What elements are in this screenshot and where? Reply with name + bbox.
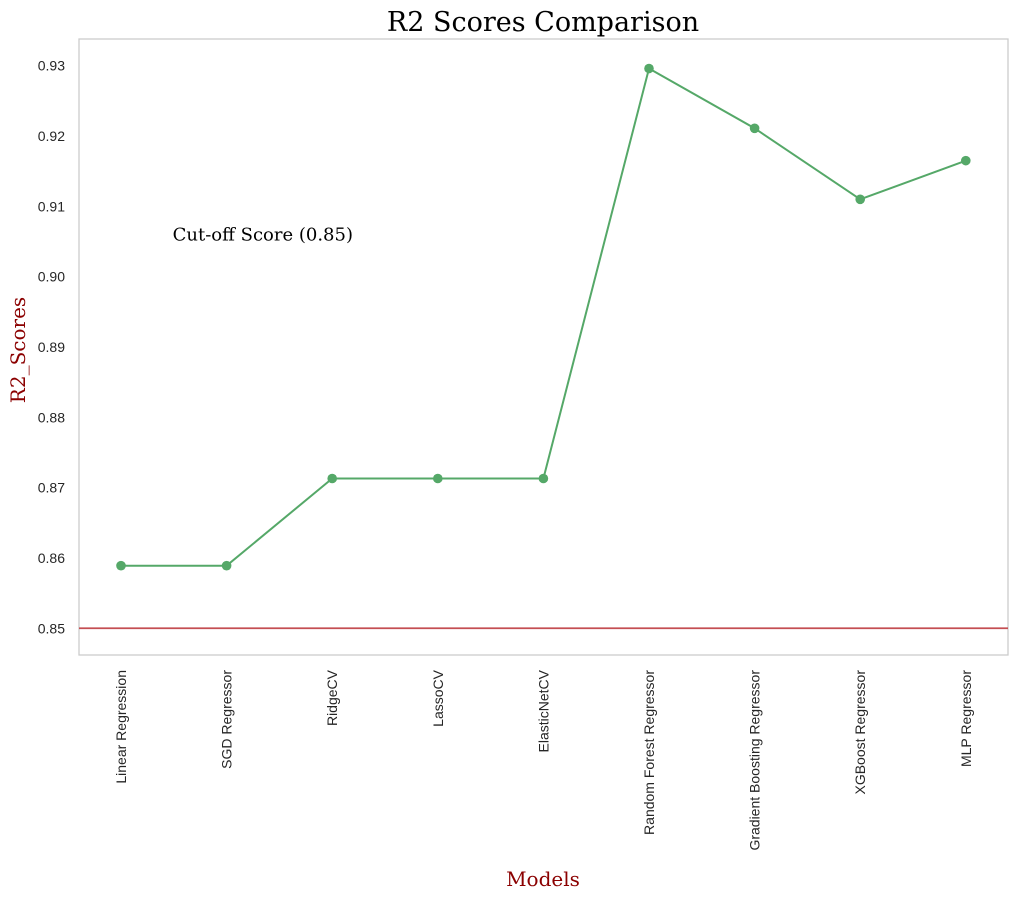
- y-tick-label: 0.87: [38, 480, 65, 496]
- data-point: [538, 473, 549, 484]
- data-point: [327, 473, 338, 484]
- y-tick-label: 0.93: [38, 58, 65, 74]
- x-tick-label: ElasticNetCV: [535, 669, 551, 752]
- y-tick-label: 0.88: [38, 409, 65, 425]
- x-tick-label: XGBoost Regressor: [852, 670, 868, 795]
- x-tick-label: Random Forest Regressor: [641, 670, 657, 835]
- y-tick-label: 0.90: [38, 269, 65, 285]
- x-tick-label: SGD Regressor: [219, 670, 235, 769]
- x-tick-label: Linear Regression: [113, 670, 129, 784]
- chart-title: R2 Scores Comparison: [387, 7, 699, 38]
- data-point: [433, 473, 443, 484]
- data-point: [855, 194, 865, 205]
- data-point: [644, 63, 654, 74]
- x-axis-label: Models: [506, 867, 580, 891]
- data-point: [116, 560, 126, 571]
- y-tick-label: 0.86: [38, 550, 65, 566]
- data-point: [221, 560, 232, 571]
- plot-area: 0.85 0.86 0.87 0.88 0.89 0.90 0.91 0.92 0.93 Line…: [38, 38, 1009, 851]
- x-tick-label: LassoCV: [430, 669, 446, 726]
- y-tick-label: 0.91: [38, 198, 65, 214]
- data-point: [961, 155, 971, 166]
- x-tick-label: MLP Regressor: [958, 670, 974, 767]
- x-tick-label: Gradient Boosting Regressor: [747, 670, 763, 851]
- plot-frame: [78, 38, 1009, 656]
- y-tick-label: 0.89: [38, 339, 65, 355]
- y-tick-label: 0.85: [38, 620, 65, 636]
- cutoff-annotation: Cut-off Score (0.85): [173, 224, 353, 245]
- y-axis-label: R2_Scores: [6, 297, 30, 403]
- data-point: [749, 123, 760, 134]
- x-tick-label: RidgeCV: [324, 669, 340, 726]
- y-tick-label: 0.92: [38, 128, 65, 144]
- series-line: [121, 67, 967, 567]
